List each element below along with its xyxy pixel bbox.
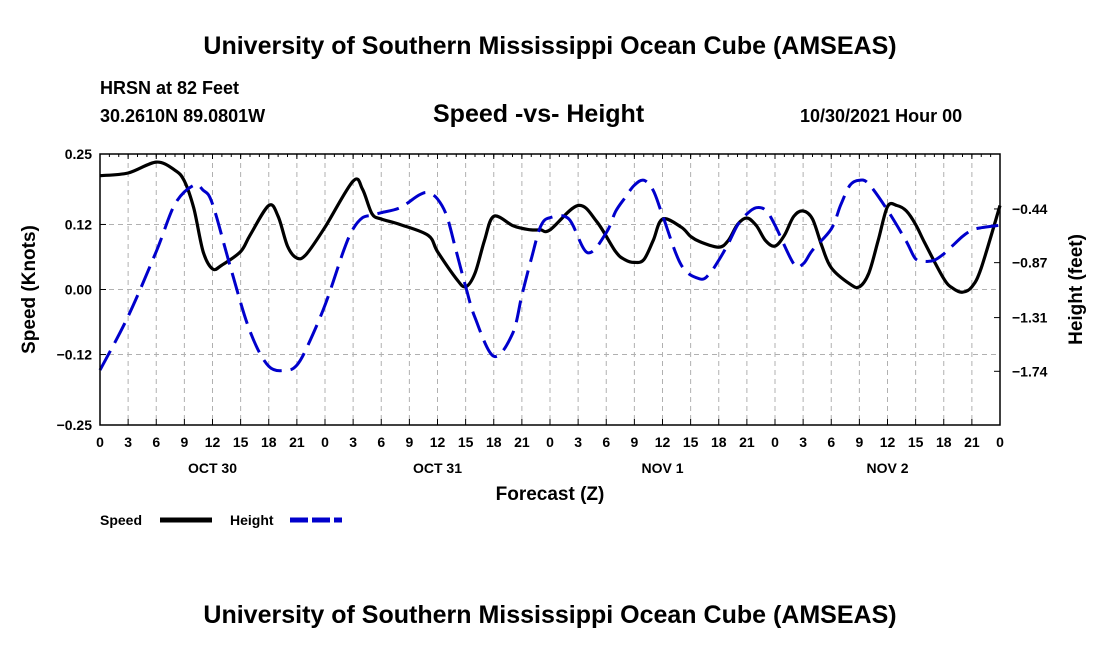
day-label: NOV 1: [641, 460, 683, 476]
grid-lines: [100, 154, 1000, 425]
datetime-label: 10/30/2021 Hour 00: [800, 106, 963, 126]
right-tick-label: −1.74: [1012, 363, 1048, 379]
x-tick-label: 0: [771, 434, 779, 450]
x-tick-label: 15: [233, 434, 249, 450]
x-tick-label: 6: [152, 434, 160, 450]
series-line-height: [98, 178, 1001, 373]
x-tick-label: 0: [96, 434, 104, 450]
footer-title: University of Southern Mississippi Ocean…: [203, 601, 897, 629]
x-tick-label: 3: [799, 434, 807, 450]
legend: Speed Height: [100, 512, 342, 528]
main-title: University of Southern Mississippi Ocean…: [203, 32, 897, 60]
x-tick-label: 15: [458, 434, 474, 450]
x-tick-label: 12: [430, 434, 446, 450]
left-axis-title: Speed (Knots): [19, 225, 40, 354]
left-tick-label: 0.12: [65, 216, 92, 232]
axis-ticks: [99, 153, 1001, 426]
x-tick-label: 18: [486, 434, 502, 450]
right-tick-label: −1.31: [1012, 310, 1048, 326]
x-tick-label: 9: [405, 434, 413, 450]
x-tick-label: 3: [574, 434, 582, 450]
x-tick-label: 0: [546, 434, 554, 450]
left-tick-label: 0.25: [65, 146, 92, 162]
x-tick-label: 0: [321, 434, 329, 450]
x-tick-label: 3: [349, 434, 357, 450]
series-group: [98, 160, 1002, 373]
legend-label: Height: [230, 512, 274, 528]
x-tick-label: 21: [514, 434, 530, 450]
day-label: OCT 31: [413, 460, 462, 476]
x-tick-label: 3: [124, 434, 132, 450]
legend-label: Speed: [100, 512, 142, 528]
chart-subtitle: Speed -vs- Height: [433, 100, 645, 128]
x-tick-label: 21: [289, 434, 305, 450]
coords-label: 30.2610N 89.0801W: [100, 106, 266, 126]
day-label: OCT 30: [188, 460, 237, 476]
x-tick-label: 18: [711, 434, 727, 450]
left-tick-label: −0.25: [57, 417, 93, 433]
right-tick-label: −0.87: [1012, 255, 1048, 271]
x-tick-label: 12: [205, 434, 221, 450]
day-label: NOV 2: [866, 460, 908, 476]
x-tick-label: 9: [630, 434, 638, 450]
x-tick-label: 6: [827, 434, 835, 450]
x-tick-label: 9: [855, 434, 863, 450]
x-axis-title: Forecast (Z): [496, 484, 605, 505]
x-tick-label: 15: [908, 434, 924, 450]
x-tick-label: 15: [683, 434, 699, 450]
x-tick-label: 21: [739, 434, 755, 450]
series-line-speed: [99, 160, 1002, 294]
x-tick-label: 0: [996, 434, 1004, 450]
x-tick-label: 6: [377, 434, 385, 450]
x-tick-label: 18: [936, 434, 952, 450]
left-tick-label: −0.12: [57, 347, 93, 363]
station-label: HRSN at 82 Feet: [100, 78, 240, 98]
right-axis-title: Height (feet): [1066, 234, 1087, 345]
x-tick-label: 9: [180, 434, 188, 450]
x-tick-label: 21: [964, 434, 980, 450]
x-tick-label: 18: [261, 434, 277, 450]
right-tick-label: −0.44: [1012, 201, 1048, 217]
axis-labels: 0 3 6 9 12 15 18 21 0 3 6 9 12 15 18 21 0 3 6 9 12 15 18 21 0 3 6 9…: [19, 146, 1087, 505]
x-tick-label: 12: [880, 434, 896, 450]
x-tick-label: 6: [602, 434, 610, 450]
x-tick-label: 12: [655, 434, 671, 450]
left-tick-label: 0.00: [65, 282, 92, 298]
